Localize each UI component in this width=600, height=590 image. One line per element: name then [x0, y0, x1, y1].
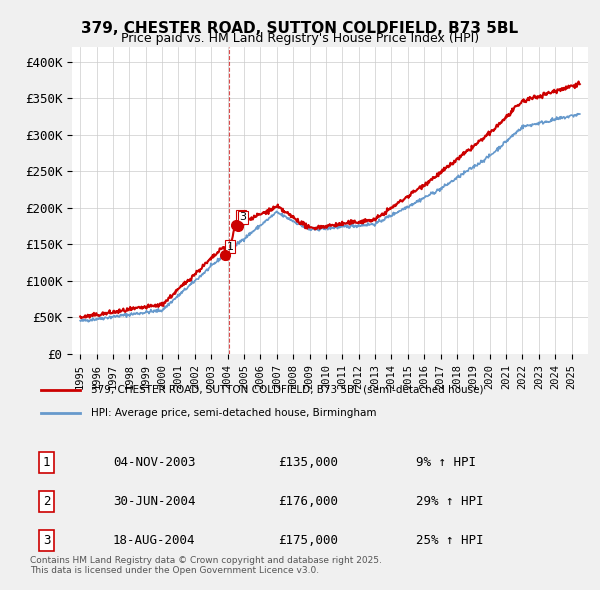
Text: 04-NOV-2003: 04-NOV-2003 [113, 456, 196, 469]
Text: 1: 1 [227, 241, 233, 251]
Text: Price paid vs. HM Land Registry's House Price Index (HPI): Price paid vs. HM Land Registry's House … [121, 32, 479, 45]
Text: 379, CHESTER ROAD, SUTTON COLDFIELD, B73 5BL (semi-detached house): 379, CHESTER ROAD, SUTTON COLDFIELD, B73… [91, 385, 483, 395]
Text: 1: 1 [43, 456, 50, 469]
Text: 25% ↑ HPI: 25% ↑ HPI [416, 534, 484, 547]
Text: 379, CHESTER ROAD, SUTTON COLDFIELD, B73 5BL: 379, CHESTER ROAD, SUTTON COLDFIELD, B73… [82, 21, 518, 35]
Text: 29% ↑ HPI: 29% ↑ HPI [416, 495, 484, 508]
Text: 2: 2 [43, 495, 50, 508]
Text: 3: 3 [239, 212, 247, 222]
Text: £135,000: £135,000 [278, 456, 338, 469]
Text: HPI: Average price, semi-detached house, Birmingham: HPI: Average price, semi-detached house,… [91, 408, 376, 418]
Text: 2: 2 [237, 212, 244, 222]
Text: 3: 3 [43, 534, 50, 547]
Text: 9% ↑ HPI: 9% ↑ HPI [416, 456, 476, 469]
Text: £176,000: £176,000 [278, 495, 338, 508]
Text: 30-JUN-2004: 30-JUN-2004 [113, 495, 196, 508]
Text: £175,000: £175,000 [278, 534, 338, 547]
Text: 18-AUG-2004: 18-AUG-2004 [113, 534, 196, 547]
Text: Contains HM Land Registry data © Crown copyright and database right 2025.
This d: Contains HM Land Registry data © Crown c… [30, 556, 382, 575]
